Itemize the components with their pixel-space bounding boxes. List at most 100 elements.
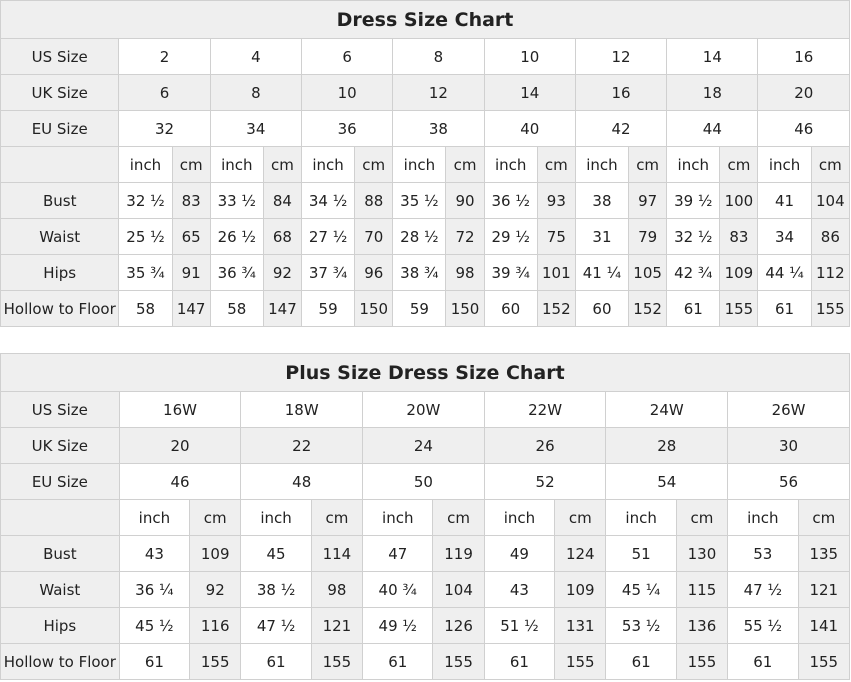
- size-cell: 22: [240, 427, 364, 464]
- cm-cell: 141: [797, 607, 851, 644]
- size-cell: 24: [362, 427, 485, 464]
- unit-row: inch cm inch cm inch cm inch cm inch cm inch cm: [0, 499, 851, 536]
- size-cell: 42: [574, 110, 668, 147]
- cm-cell: 136: [675, 607, 729, 644]
- inch-cell: 36 ½: [483, 182, 538, 219]
- inch-cell: 61: [362, 643, 434, 680]
- unit-inch-header: inch: [118, 146, 173, 183]
- size-cell: 26W: [727, 391, 850, 428]
- size-cell: 8: [209, 74, 303, 111]
- row-label: EU Size: [0, 110, 120, 147]
- unit-inch-header: inch: [483, 146, 538, 183]
- inch-cell: 27 ½: [300, 218, 356, 255]
- cm-cell: 91: [171, 254, 211, 291]
- unit-inch-header: inch: [605, 499, 677, 536]
- unit-cm-header: cm: [310, 499, 364, 536]
- unit-inch-header: inch: [483, 499, 556, 536]
- cm-cell: 150: [354, 290, 394, 327]
- inch-cell: 47: [362, 535, 434, 572]
- unit-inch-header: inch: [727, 499, 799, 536]
- inch-cell: 42 ¾: [666, 254, 721, 291]
- inch-cell: 39 ¾: [483, 254, 538, 291]
- unit-cm-header: cm: [797, 499, 851, 536]
- cm-cell: 155: [189, 643, 242, 680]
- inch-cell: 38 ½: [240, 571, 312, 608]
- measurement-row: Waist 25 ½ 65 26 ½ 68 27 ½ 70 28 ½ 72 29 ½ 75 31 79 3…: [0, 218, 851, 255]
- cm-cell: 90: [445, 182, 485, 219]
- cm-cell: 115: [675, 571, 729, 608]
- unit-inch-header: inch: [240, 499, 312, 536]
- size-row: EU Size 46 48 50 52 54 56: [0, 463, 850, 500]
- inch-cell: 41 ¼: [574, 254, 630, 291]
- cm-cell: 155: [675, 643, 729, 680]
- inch-cell: 36 ¾: [209, 254, 264, 291]
- cm-cell: 126: [432, 607, 485, 644]
- size-cell: 16W: [118, 391, 242, 428]
- inch-cell: 45 ½: [118, 607, 191, 644]
- inch-cell: 34 ½: [300, 182, 356, 219]
- size-cell: 2: [118, 38, 211, 75]
- inch-cell: 61: [240, 643, 312, 680]
- inch-cell: 49 ½: [362, 607, 434, 644]
- size-cell: 12: [574, 38, 668, 75]
- inch-cell: 61: [757, 290, 812, 327]
- size-cell: 34: [209, 110, 303, 147]
- unit-cm-header: cm: [719, 146, 759, 183]
- cm-cell: 119: [432, 535, 485, 572]
- inch-cell: 39 ½: [666, 182, 721, 219]
- unit-inch-header: inch: [209, 146, 264, 183]
- inch-cell: 51 ½: [483, 607, 556, 644]
- size-cell: 6: [300, 38, 394, 75]
- unit-row: inch cm inch cm inch cm inch cm inch cm inch cm inch…: [0, 146, 851, 183]
- unit-inch-header: inch: [362, 499, 434, 536]
- table-title: Plus Size Dress Size Chart: [0, 353, 850, 392]
- unit-inch-header: inch: [574, 146, 630, 183]
- size-cell: 52: [483, 463, 607, 500]
- measurement-row: Hollow to Floor 58 147 58 147 59 150 59 150 60 152…: [0, 290, 851, 327]
- inch-cell: 59: [392, 290, 447, 327]
- cm-cell: 155: [719, 290, 759, 327]
- inch-cell: 43: [118, 535, 191, 572]
- size-cell: 20: [757, 74, 850, 111]
- cm-cell: 109: [554, 571, 607, 608]
- size-cell: 48: [240, 463, 364, 500]
- inch-cell: 35 ½: [392, 182, 447, 219]
- size-cell: 38: [392, 110, 485, 147]
- inch-cell: 45 ¼: [605, 571, 677, 608]
- inch-cell: 32 ½: [118, 182, 173, 219]
- cm-cell: 155: [310, 643, 364, 680]
- table-title: Dress Size Chart: [0, 0, 850, 39]
- cm-cell: 147: [171, 290, 211, 327]
- cm-cell: 96: [354, 254, 394, 291]
- inch-cell: 61: [727, 643, 799, 680]
- inch-cell: 41: [757, 182, 812, 219]
- row-label: Waist: [0, 218, 120, 255]
- cm-cell: 65: [171, 218, 211, 255]
- cm-cell: 97: [628, 182, 668, 219]
- row-label: US Size: [0, 38, 120, 75]
- inch-cell: 32 ½: [666, 218, 721, 255]
- size-cell: 18W: [240, 391, 364, 428]
- inch-cell: 61: [605, 643, 677, 680]
- size-row: US Size 16W 18W 20W 22W 24W 26W: [0, 391, 850, 428]
- empty-cell: [0, 146, 120, 183]
- size-cell: 16: [757, 38, 850, 75]
- inch-cell: 35 ¾: [118, 254, 173, 291]
- unit-inch-header: inch: [666, 146, 721, 183]
- inch-cell: 53: [727, 535, 799, 572]
- cm-cell: 70: [354, 218, 394, 255]
- cm-cell: 109: [719, 254, 759, 291]
- cm-cell: 112: [810, 254, 851, 291]
- size-cell: 6: [118, 74, 211, 111]
- unit-cm-header: cm: [628, 146, 668, 183]
- cm-cell: 121: [797, 571, 851, 608]
- cm-cell: 88: [354, 182, 394, 219]
- size-cell: 40: [483, 110, 576, 147]
- size-cell: 30: [727, 427, 850, 464]
- inch-cell: 58: [209, 290, 264, 327]
- cm-cell: 155: [554, 643, 607, 680]
- inch-cell: 61: [483, 643, 556, 680]
- measurement-row: Hollow to Floor 61 155 61 155 61 155 61 155 61 155…: [0, 643, 851, 680]
- unit-cm-header: cm: [262, 146, 303, 183]
- dress-size-chart-table: Dress Size Chart US Size 2 4 6 8 10 12 14 16 UK Si…: [0, 0, 851, 327]
